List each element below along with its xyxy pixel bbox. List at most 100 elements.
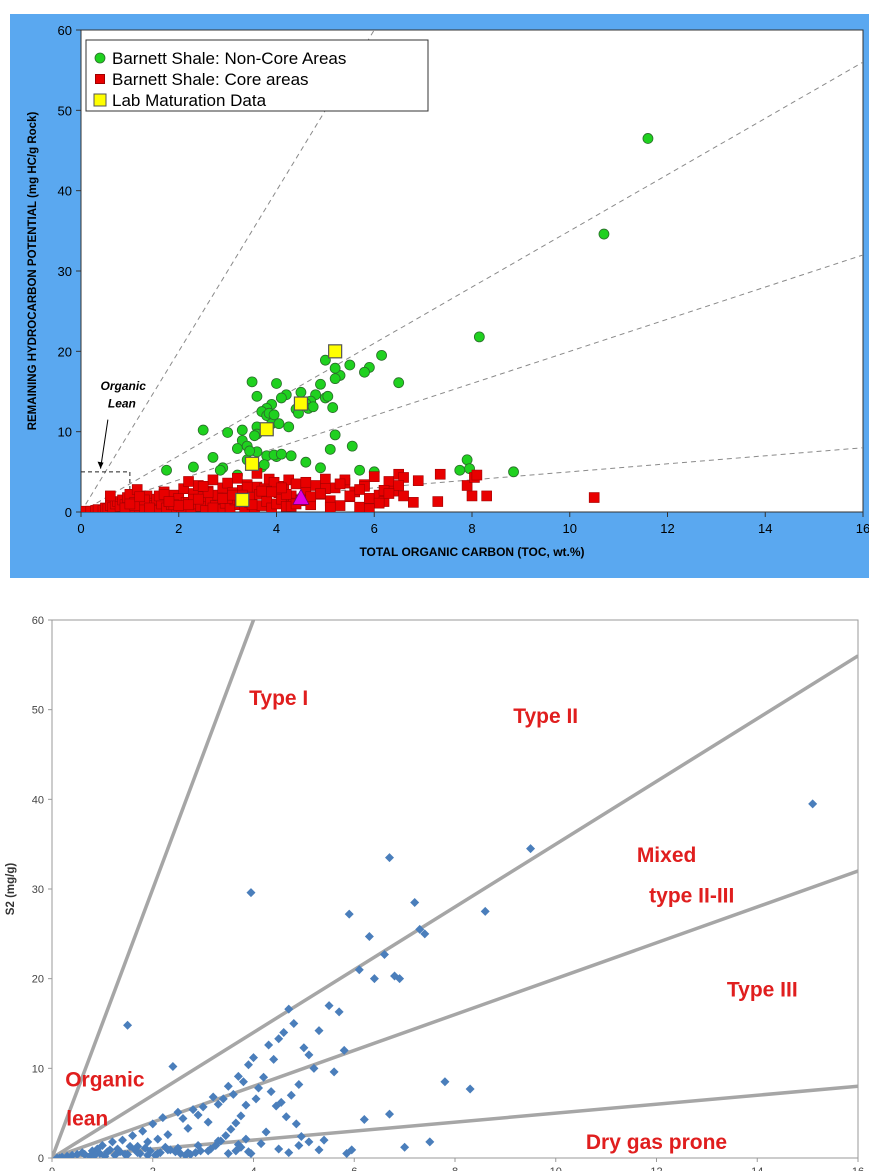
data-point <box>269 1054 279 1064</box>
data-point <box>244 445 256 457</box>
data-point <box>598 228 610 240</box>
data-point <box>243 1147 253 1157</box>
y-tick-label: 0 <box>65 505 72 520</box>
data-point <box>454 464 466 476</box>
data-point <box>359 1114 369 1124</box>
data-point <box>85 1151 95 1158</box>
data-point <box>236 424 248 436</box>
data-point <box>415 924 425 934</box>
data-point <box>440 1077 450 1087</box>
data-point <box>222 477 233 489</box>
x-tick-label: 8 <box>452 1166 458 1171</box>
data-point <box>197 424 209 436</box>
data-point <box>322 390 334 402</box>
data-point <box>233 1140 243 1150</box>
data-point <box>198 1102 208 1112</box>
y-tick-label: 30 <box>32 884 44 896</box>
data-point <box>276 482 287 494</box>
data-point <box>233 1071 243 1081</box>
data-point <box>274 1034 284 1044</box>
reference-line <box>52 654 858 1158</box>
data-point <box>178 1114 188 1124</box>
x-tick-label: 14 <box>751 1166 763 1171</box>
data-point <box>279 1027 289 1037</box>
data-point <box>383 488 395 499</box>
data-point <box>100 1151 110 1158</box>
data-point <box>258 459 270 471</box>
y-tick-label: 10 <box>32 1063 44 1075</box>
data-point <box>328 344 343 359</box>
data-point <box>461 480 473 491</box>
data-point <box>244 456 260 471</box>
data-point <box>223 1081 233 1091</box>
data-point <box>376 349 387 361</box>
data-point <box>286 1090 296 1100</box>
data-point <box>110 1150 120 1158</box>
data-point <box>217 493 229 504</box>
data-point <box>588 492 600 503</box>
data-point <box>432 496 444 507</box>
data-point <box>271 1101 281 1111</box>
x-tick-label: 10 <box>563 521 577 536</box>
data-point <box>222 427 234 438</box>
x-tick-label: 6 <box>351 1166 357 1171</box>
data-point <box>246 376 258 388</box>
region-label: Type II <box>513 705 578 728</box>
data-point <box>143 1150 153 1158</box>
data-point <box>393 377 405 389</box>
data-point <box>473 331 485 343</box>
data-point <box>105 490 116 502</box>
data-point <box>385 1109 395 1119</box>
data-point <box>188 1105 198 1115</box>
data-point <box>400 1142 410 1152</box>
data-point <box>235 492 250 508</box>
data-point <box>364 493 375 504</box>
legend-marker <box>93 93 107 107</box>
data-point <box>307 401 319 413</box>
data-point <box>344 359 356 371</box>
data-point <box>246 888 256 898</box>
data-point <box>284 1004 294 1014</box>
data-point <box>434 468 446 480</box>
region-label: Organic <box>65 1068 145 1091</box>
data-point <box>207 474 219 486</box>
data-point <box>466 490 478 502</box>
plot-area <box>51 619 859 1159</box>
data-point <box>425 1137 435 1147</box>
data-point <box>329 1067 339 1077</box>
data-point <box>320 473 331 485</box>
data-point <box>163 1145 173 1155</box>
data-point <box>339 1045 349 1055</box>
data-point <box>213 1136 223 1146</box>
data-point <box>134 491 145 503</box>
organic-lean-arrowhead <box>97 461 104 469</box>
data-point <box>412 475 424 486</box>
data-point <box>193 1110 203 1120</box>
data-point <box>236 1111 246 1121</box>
data-point <box>268 409 280 421</box>
y-tick-label: 60 <box>32 615 44 627</box>
data-point <box>52 1153 62 1158</box>
data-point <box>148 1119 158 1129</box>
data-point <box>329 429 341 441</box>
data-point <box>183 1123 193 1133</box>
data-point <box>334 478 346 490</box>
data-point <box>124 498 136 510</box>
data-point <box>259 1072 269 1082</box>
region-label: Dry gas prone <box>586 1131 727 1154</box>
data-point <box>315 378 326 390</box>
data-point <box>125 1141 135 1151</box>
data-point <box>334 500 346 511</box>
data-point <box>315 462 326 474</box>
chart-top: Organic Lean 0 2 4 6 8 10 12 14 16 0 10 20 30 40 50 60 TOT… <box>27 23 869 559</box>
data-point <box>329 373 341 385</box>
data-point <box>251 1094 261 1104</box>
data-point <box>480 906 490 916</box>
data-point <box>390 971 400 981</box>
data-point <box>266 486 277 498</box>
data-point <box>395 974 405 984</box>
data-point <box>296 1131 306 1141</box>
data-point <box>329 362 341 374</box>
data-point <box>138 1126 148 1136</box>
data-point <box>354 965 364 975</box>
